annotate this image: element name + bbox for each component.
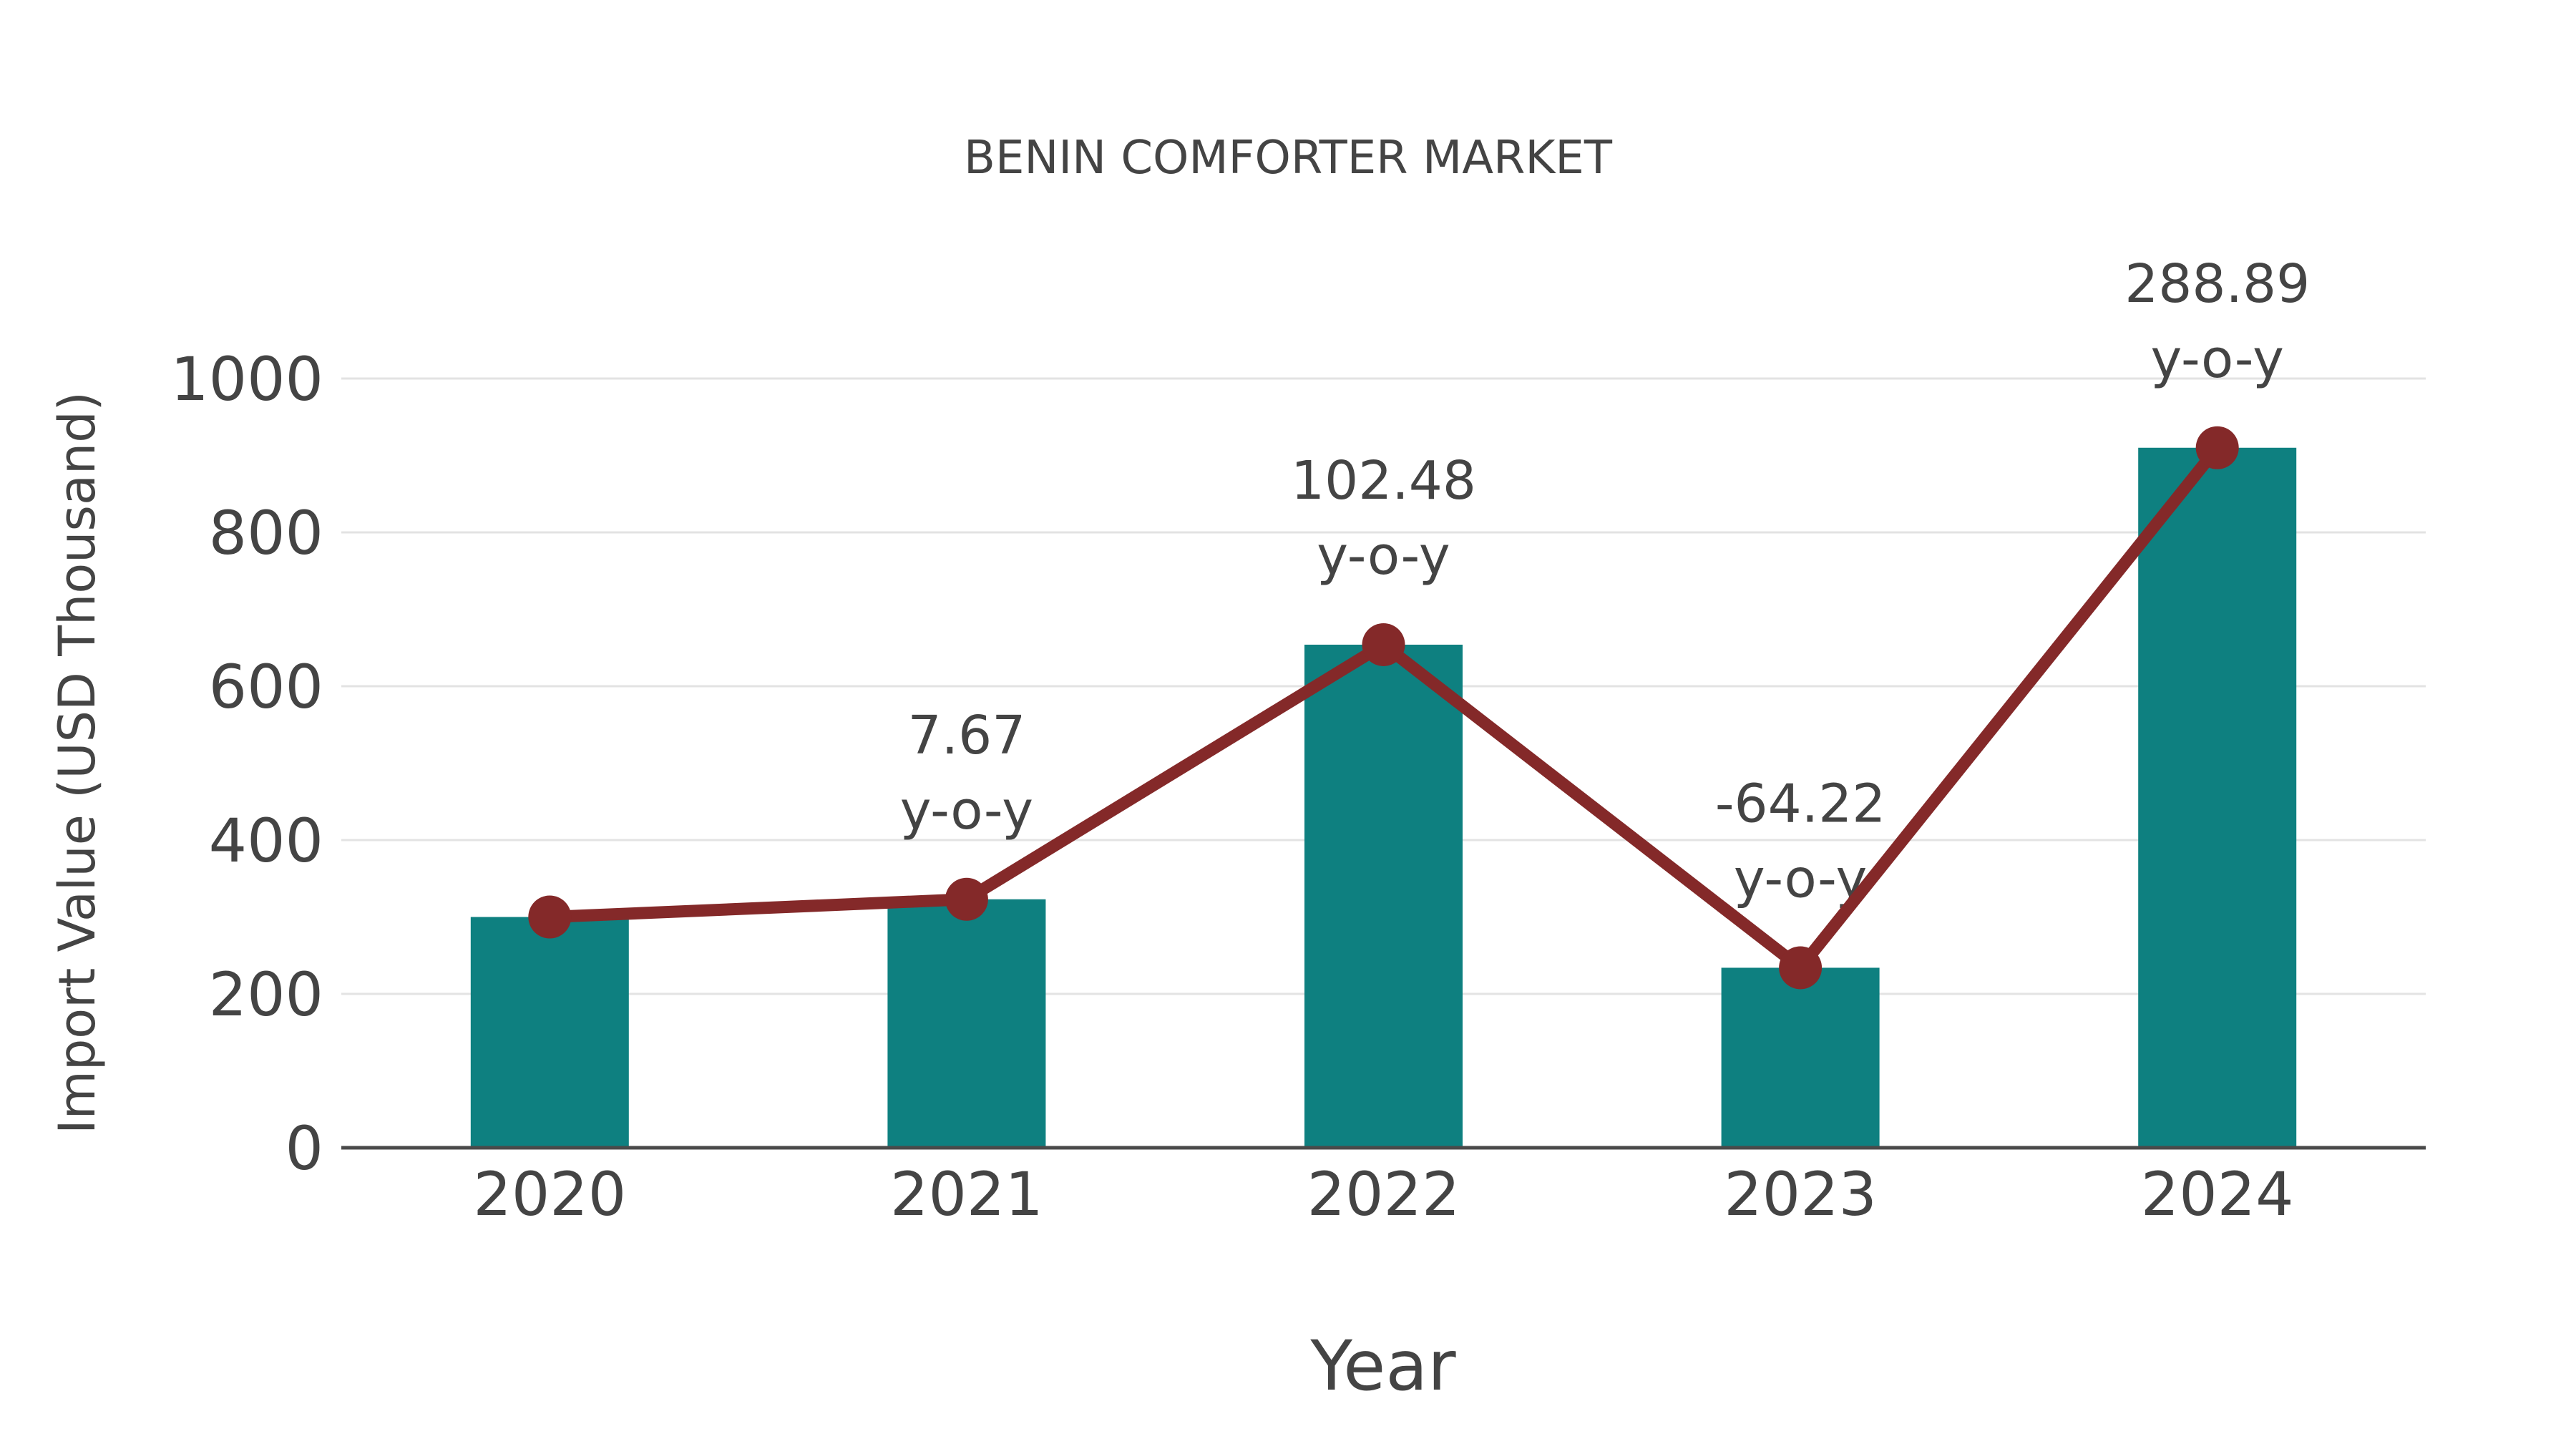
y-axis-title: Import Value (USD Thousand) <box>48 391 107 1134</box>
chart-title: BENIN COMFORTER MARKET <box>964 132 1613 185</box>
annotation-suffix-2024: y-o-y <box>2150 328 2283 390</box>
x-axis-title: Year <box>1309 1326 1456 1406</box>
bar-2023 <box>1721 967 1880 1148</box>
x-axis-tick-labels: 2020 2021 2022 2023 2024 <box>473 1159 2293 1229</box>
trend-marker-2020 <box>528 895 572 939</box>
x-tick-label-2024: 2024 <box>2141 1159 2294 1229</box>
y-tick-label-600: 600 <box>209 652 323 722</box>
x-tick-label-2023: 2023 <box>1724 1159 1877 1229</box>
annotation-suffix-2023: y-o-y <box>1734 848 1867 909</box>
bar-2022 <box>1304 644 1463 1148</box>
trend-markers <box>528 426 2239 990</box>
trend-marker-2023 <box>1779 946 1823 990</box>
x-tick-label-2021: 2021 <box>890 1159 1043 1229</box>
annotation-value-2022: 102.48 <box>1291 450 1476 512</box>
bar-series <box>470 447 2297 1148</box>
bar-2020 <box>470 917 629 1148</box>
bar-2021 <box>887 899 1046 1148</box>
y-tick-label-1000: 1000 <box>170 344 323 414</box>
trend-marker-2024 <box>2195 426 2239 469</box>
annotation-value-2024: 288.89 <box>2124 253 2310 315</box>
x-tick-label-2022: 2022 <box>1307 1159 1460 1229</box>
annotation-value-2021: 7.67 <box>908 705 1026 766</box>
y-tick-label-800: 800 <box>209 498 323 568</box>
y-tick-label-200: 200 <box>209 960 323 1030</box>
annotation-suffix-2021: y-o-y <box>900 780 1033 841</box>
y-tick-label-400: 400 <box>209 806 323 876</box>
bar-2024 <box>2138 447 2297 1148</box>
trend-marker-2021 <box>945 877 988 921</box>
x-tick-label-2020: 2020 <box>473 1159 626 1229</box>
annotation-value-2023: -64.22 <box>1715 773 1886 834</box>
annotation-suffix-2022: y-o-y <box>1317 525 1450 587</box>
y-axis-tick-labels: 0 200 400 600 800 1000 <box>170 344 323 1184</box>
trend-marker-2022 <box>1362 623 1405 666</box>
yoy-annotations: 7.67 y-o-y 102.48 y-o-y -64.22 y-o-y 288.89 y-o… <box>900 253 2310 910</box>
y-tick-label-0: 0 <box>286 1113 323 1184</box>
